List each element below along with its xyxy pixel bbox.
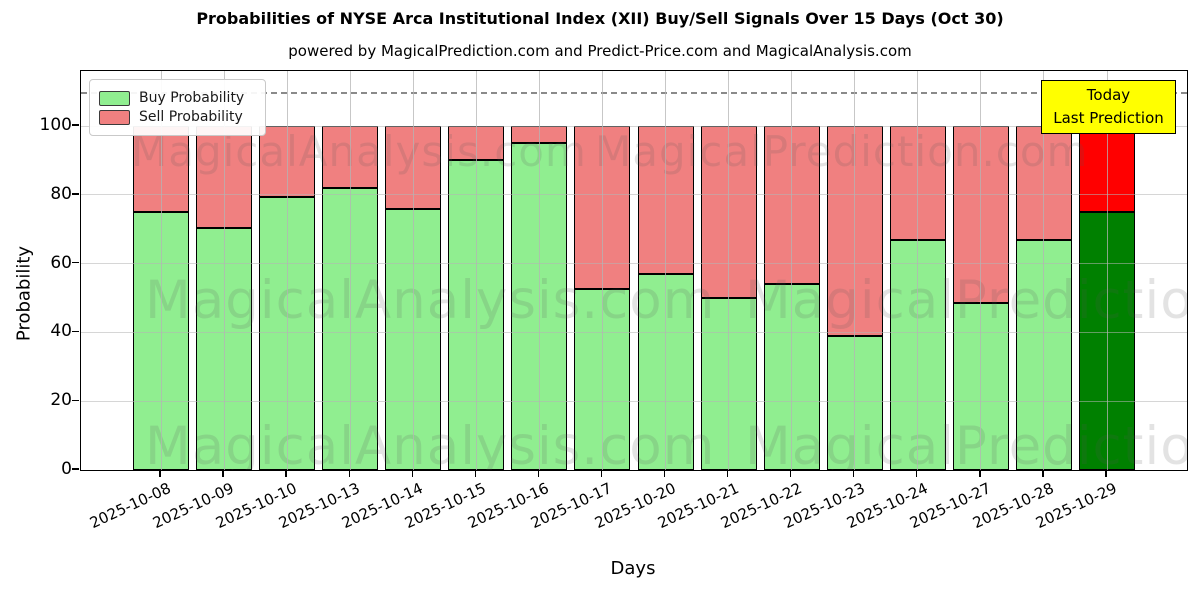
h-gridline xyxy=(81,263,1187,265)
v-gridline xyxy=(1106,71,1108,470)
watermark-magicalprediction: MagicalPrediction.com xyxy=(745,416,1187,471)
y-tick-label: 0 xyxy=(61,459,72,479)
v-gridline xyxy=(349,71,351,470)
watermark-magicalanalysis: MagicalAnalysis.com xyxy=(145,416,716,471)
annotation-line1: Today xyxy=(1086,85,1131,104)
sell-color-swatch xyxy=(99,109,130,125)
dashed-reference-line xyxy=(81,91,1187,94)
x-tick-mark xyxy=(159,470,161,477)
y-tick-mark xyxy=(72,193,79,195)
h-gridline xyxy=(81,194,1187,196)
x-tick-mark xyxy=(1042,470,1044,477)
x-tick-mark xyxy=(348,470,350,477)
v-gridline xyxy=(917,71,919,470)
h-gridline xyxy=(81,125,1187,127)
y-axis-label: Probability xyxy=(13,245,35,342)
watermark-magicalanalysis: MagicalAnalysis.com xyxy=(145,270,716,331)
x-tick-mark xyxy=(222,470,224,477)
watermark-magicalprediction: MagicalPrediction.com xyxy=(745,270,1187,331)
v-gridline xyxy=(980,71,982,470)
v-gridline xyxy=(728,71,730,470)
x-tick-mark xyxy=(411,470,413,477)
y-tick-mark xyxy=(72,124,79,126)
v-gridline xyxy=(1043,71,1045,470)
y-tick-label: 40 xyxy=(50,321,72,342)
x-tick-mark xyxy=(979,470,981,477)
y-tick-mark xyxy=(72,468,79,470)
x-axis-label: Days xyxy=(610,558,656,579)
y-tick-label: 20 xyxy=(50,390,72,411)
v-gridline xyxy=(601,71,603,470)
plot-area: Buy Probability Sell Probability Today L… xyxy=(80,70,1188,471)
buy-color-swatch xyxy=(99,90,130,106)
v-gridline xyxy=(854,71,856,470)
x-tick-mark xyxy=(916,470,918,477)
v-gridline xyxy=(286,71,288,470)
legend-label-buy: Buy Probability xyxy=(139,90,245,106)
watermark-magicalanalysis: MagicalAnalysis.com xyxy=(131,127,587,176)
x-tick-mark xyxy=(600,470,603,477)
v-gridline xyxy=(475,71,477,470)
h-gridline xyxy=(81,331,1187,333)
y-tick-mark xyxy=(72,330,79,333)
y-tick-mark xyxy=(72,261,79,264)
x-tick-mark xyxy=(789,470,792,477)
chart-subtitle: powered by MagicalPrediction.com and Pre… xyxy=(288,42,912,60)
v-gridline xyxy=(665,71,667,470)
x-tick-label: 2025-10-29 xyxy=(1032,479,1120,533)
today-annotation: Today Last Prediction xyxy=(1041,80,1176,134)
h-gridline xyxy=(81,400,1187,402)
x-tick-mark xyxy=(537,470,540,477)
y-tick-label: 80 xyxy=(50,183,72,204)
v-gridline xyxy=(791,71,793,470)
v-gridline xyxy=(223,71,225,470)
x-tick-mark xyxy=(726,470,729,477)
v-gridline xyxy=(538,71,540,470)
legend-label-sell: Sell Probability xyxy=(139,109,243,125)
legend: Buy Probability Sell Probability xyxy=(89,79,266,136)
y-tick-label: 100 xyxy=(39,115,72,136)
legend-item-buy: Buy Probability xyxy=(99,90,256,106)
v-gridline xyxy=(160,71,162,470)
y-tick-mark xyxy=(72,399,79,401)
v-gridline xyxy=(412,71,414,470)
x-tick-mark xyxy=(663,470,666,477)
x-tick-mark xyxy=(285,470,287,477)
annotation-line2: Last Prediction xyxy=(1053,109,1164,127)
legend-item-sell: Sell Probability xyxy=(99,109,256,125)
chart-title: Probabilities of NYSE Arca Institutional… xyxy=(196,9,1004,28)
x-tick-mark xyxy=(853,470,855,477)
watermark-magicalprediction: MagicalPrediction.com xyxy=(595,127,1089,176)
x-tick-mark xyxy=(1105,470,1107,477)
x-tick-mark xyxy=(474,470,477,477)
y-tick-label: 60 xyxy=(50,252,72,273)
